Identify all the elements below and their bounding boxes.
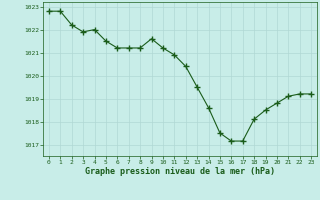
X-axis label: Graphe pression niveau de la mer (hPa): Graphe pression niveau de la mer (hPa) <box>85 167 275 176</box>
